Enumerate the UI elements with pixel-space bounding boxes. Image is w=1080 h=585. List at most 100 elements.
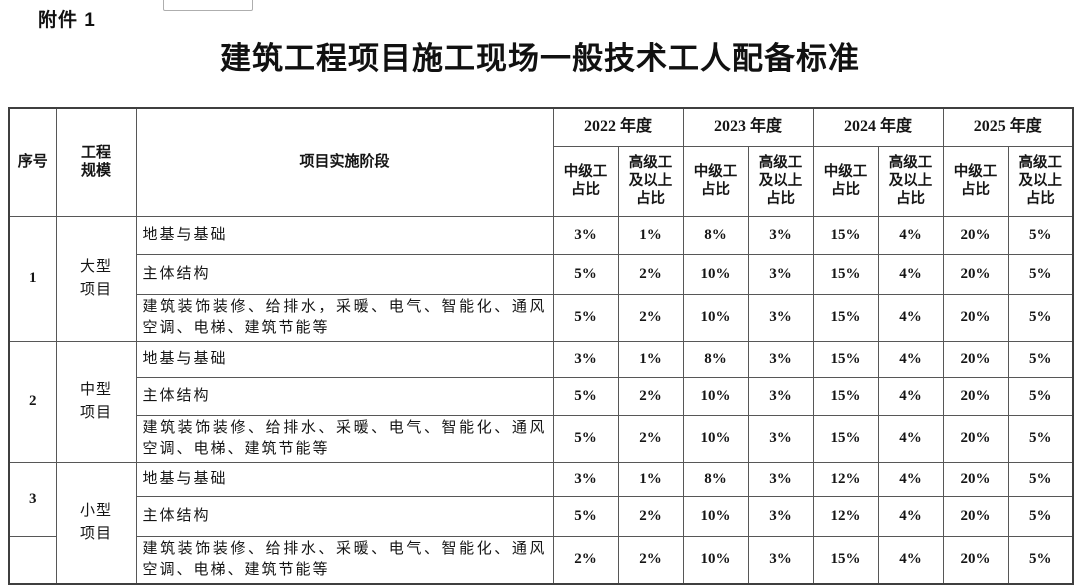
cropped-ui-box: [163, 0, 253, 11]
value-cell: 15%: [812, 376, 879, 416]
table-row: 建筑装饰装修、给排水、采暖、电气、智能化、通风空调、电梯、建筑节能等 5% 2%…: [9, 414, 1074, 463]
phase-cell: 主体结构: [135, 495, 554, 537]
value-cell: 20%: [942, 461, 1009, 497]
attachment-label: 附件 1: [38, 10, 96, 31]
value-cell: 5%: [552, 495, 619, 537]
value-cell: 8%: [682, 461, 749, 497]
phase-cell: 主体结构: [135, 376, 554, 416]
value-cell: 3%: [747, 376, 814, 416]
col-header-phase: 项目实施阶段: [135, 107, 554, 217]
col-header-year-2024: 2024 年度: [812, 107, 944, 147]
value-cell: 8%: [682, 340, 749, 378]
value-cell: 3%: [552, 340, 619, 378]
phase-cell: 建筑装饰装修、给排水、采暖、电气、智能化、通风空调、电梯、建筑节能等: [135, 414, 554, 463]
value-cell: 4%: [877, 293, 944, 342]
value-cell: 2%: [617, 293, 684, 342]
value-cell: 10%: [682, 376, 749, 416]
col-header-mid-2022: 中级工 占比: [552, 145, 619, 217]
value-cell: 10%: [682, 414, 749, 463]
value-cell: 2%: [617, 495, 684, 537]
value-cell: 2%: [617, 376, 684, 416]
value-cell: 15%: [812, 535, 879, 584]
col-header-scale: 工程 规模: [55, 107, 137, 217]
value-cell: 3%: [747, 215, 814, 255]
scale-cell: 大型 项目: [55, 215, 137, 342]
serial-empty-cell: [8, 535, 57, 584]
value-cell: 2%: [617, 535, 684, 584]
value-cell: 10%: [682, 535, 749, 584]
value-cell: 5%: [1007, 461, 1074, 497]
value-cell: 3%: [747, 495, 814, 537]
value-cell: 5%: [1007, 293, 1074, 342]
value-cell: 20%: [942, 215, 1009, 255]
value-cell: 4%: [877, 495, 944, 537]
value-cell: 4%: [877, 461, 944, 497]
table-row: 主体结构 5% 2% 10% 3% 12% 4% 20% 5%: [9, 495, 1074, 537]
value-cell: 3%: [747, 461, 814, 497]
value-cell: 2%: [617, 414, 684, 463]
table-row: 2 中型 项目 地基与基础 3% 1% 8% 3% 15% 4% 20% 5%: [8, 340, 1074, 463]
worker-allocation-table: 序号 工程 规模 项目实施阶段 2022 年度 2023 年度 2024 年度 …: [8, 107, 1075, 585]
col-header-year-2023: 2023 年度: [682, 107, 814, 147]
table-row: 建筑装饰装修、给排水、采暖、电气、智能化、通风空调、电梯、建筑节能等 2% 2%…: [8, 535, 1074, 584]
value-cell: 15%: [812, 253, 879, 295]
serial-cell: 1: [8, 215, 57, 342]
col-header-senior-2022: 高级工 及以上 占比: [617, 145, 684, 217]
table-row: 3 小型 项目 地基与基础 3% 1% 8% 3% 12% 4% 20% 5%: [8, 461, 1074, 584]
value-cell: 4%: [877, 376, 944, 416]
value-cell: 20%: [942, 414, 1009, 463]
value-cell: 4%: [877, 340, 944, 378]
value-cell: 20%: [942, 253, 1009, 295]
col-header-senior-2024: 高级工 及以上 占比: [877, 145, 944, 217]
page-title: 建筑工程项目施工现场一般技术工人配备标准: [220, 41, 860, 76]
col-header-senior-2023: 高级工 及以上 占比: [747, 145, 814, 217]
value-cell: 1%: [617, 340, 684, 378]
value-cell: 2%: [617, 253, 684, 295]
table-row: 1 大型 项目 地基与基础 3% 1% 8% 3% 15% 4% 20% 5%: [8, 215, 1074, 342]
col-header-year-2025: 2025 年度: [942, 107, 1074, 147]
value-cell: 10%: [682, 253, 749, 295]
value-cell: 5%: [1007, 495, 1074, 537]
table-row: 主体结构 5% 2% 10% 3% 15% 4% 20% 5%: [9, 376, 1074, 416]
value-cell: 3%: [747, 253, 814, 295]
value-cell: 5%: [1007, 535, 1074, 584]
phase-cell: 地基与基础: [135, 215, 554, 255]
value-cell: 3%: [747, 414, 814, 463]
value-cell: 15%: [812, 340, 879, 378]
value-cell: 3%: [747, 340, 814, 378]
value-cell: 15%: [812, 215, 879, 255]
scale-cell: 中型 项目: [55, 340, 137, 463]
col-header-senior-2025: 高级工 及以上 占比: [1007, 145, 1074, 217]
value-cell: 20%: [942, 495, 1009, 537]
value-cell: 1%: [617, 461, 684, 497]
value-cell: 4%: [877, 535, 944, 584]
value-cell: 5%: [1007, 340, 1074, 378]
serial-cell: 3: [8, 461, 57, 537]
value-cell: 20%: [942, 293, 1009, 342]
value-cell: 3%: [552, 215, 619, 255]
value-cell: 15%: [812, 293, 879, 342]
value-cell: 5%: [552, 376, 619, 416]
value-cell: 1%: [617, 215, 684, 255]
value-cell: 2%: [552, 535, 619, 584]
value-cell: 3%: [747, 293, 814, 342]
value-cell: 15%: [812, 414, 879, 463]
phase-cell: 地基与基础: [135, 461, 554, 497]
value-cell: 8%: [682, 215, 749, 255]
value-cell: 5%: [552, 253, 619, 295]
value-cell: 3%: [747, 535, 814, 584]
col-header-mid-2025: 中级工 占比: [942, 145, 1009, 217]
col-header-year-2022: 2022 年度: [552, 107, 684, 147]
phase-cell: 建筑装饰装修、给排水，采暖、电气、智能化、通风空调、电梯、建筑节能等: [135, 293, 554, 342]
table-row: 主体结构 5% 2% 10% 3% 15% 4% 20% 5%: [9, 253, 1074, 295]
value-cell: 4%: [877, 414, 944, 463]
value-cell: 12%: [812, 461, 879, 497]
col-header-serial: 序号: [8, 107, 57, 217]
value-cell: 20%: [942, 376, 1009, 416]
phase-cell: 建筑装饰装修、给排水、采暖、电气、智能化、通风空调、电梯、建筑节能等: [135, 535, 554, 584]
value-cell: 5%: [552, 293, 619, 342]
table-row: 建筑装饰装修、给排水，采暖、电气、智能化、通风空调、电梯、建筑节能等 5% 2%…: [9, 293, 1074, 342]
serial-cell: 2: [8, 340, 57, 463]
scale-cell: 小型 项目: [55, 461, 137, 584]
phase-cell: 地基与基础: [135, 340, 554, 378]
